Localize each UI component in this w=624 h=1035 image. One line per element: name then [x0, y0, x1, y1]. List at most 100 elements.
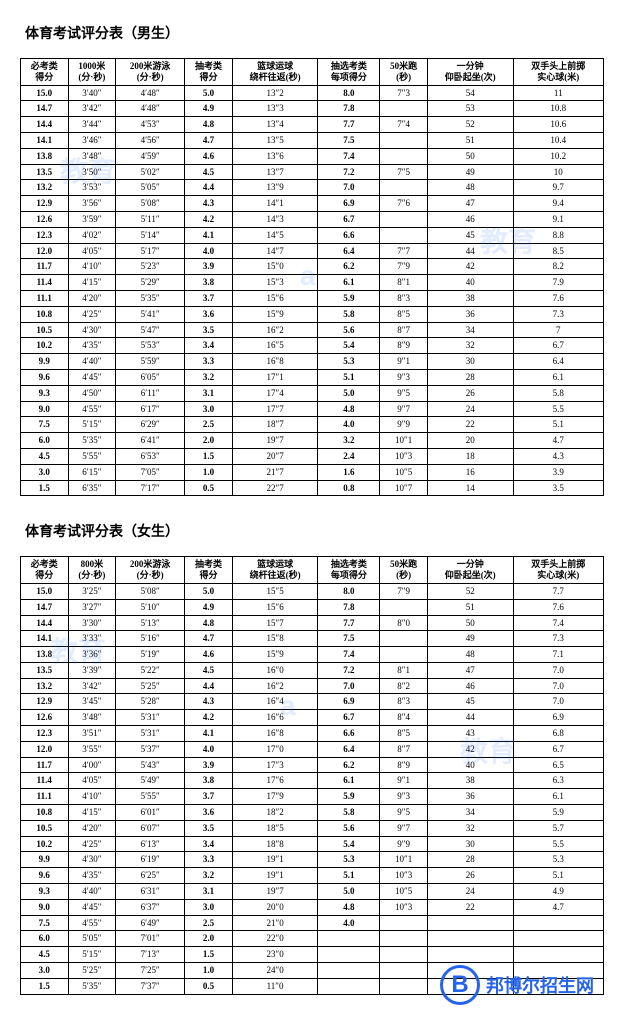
cell: 24″0: [232, 963, 318, 979]
cell: 7′37″: [116, 978, 185, 994]
cell: 6′35″: [68, 480, 116, 496]
cell: 19″7: [232, 433, 318, 449]
cell: 17″0: [232, 741, 318, 757]
table-row: 1.56′35″7′17″0.522″70.810″7143.5: [21, 480, 604, 496]
cell: 6′53″: [116, 448, 185, 464]
cell: 5.1: [318, 369, 380, 385]
table-row: 9.04′45″6′37″3.020″04.810″3224.7: [21, 899, 604, 915]
cell: 5′10″: [116, 599, 185, 615]
table-row: 13.53′50″5′02″4.513″77.27″54910: [21, 164, 604, 180]
cell: 5.6: [318, 820, 380, 836]
cell: 9″5: [380, 805, 428, 821]
cell: 3′42″: [68, 678, 116, 694]
cell: 4′00″: [68, 757, 116, 773]
cell: 7′13″: [116, 947, 185, 963]
cell: 52: [427, 117, 513, 133]
cell: 6.2: [318, 757, 380, 773]
cell: 4′10″: [68, 789, 116, 805]
cell: 3.4: [185, 836, 233, 852]
cell: 7.0: [513, 662, 603, 678]
site-logo: B 邦博尔招生网: [440, 965, 594, 1005]
cell: 5.8: [513, 385, 604, 401]
cell: 14″1: [232, 196, 318, 212]
cell: 0.5: [185, 480, 233, 496]
cell: 5.0: [185, 583, 233, 599]
col-header: 抽考类得分: [185, 557, 233, 584]
table-row: 11.14′10″5′55″3.717″95.99″3366.1: [21, 789, 604, 805]
cell: 3.5: [185, 322, 233, 338]
cell: 5′19″: [116, 647, 185, 663]
cell: 11.4: [21, 275, 69, 291]
male-title: 体育考试评分表（男生）: [25, 23, 604, 43]
cell: 9.3: [21, 385, 69, 401]
cell: 3.0: [185, 401, 233, 417]
cell: 15″0: [232, 259, 318, 275]
cell: 3.5: [513, 480, 604, 496]
table-row: 12.93′45″5′28″4.316″46.98″3457.0: [21, 694, 604, 710]
cell: 5′23″: [116, 259, 185, 275]
cell: 9″9: [380, 417, 428, 433]
cell: 7.2: [318, 164, 380, 180]
cell: 4′05″: [68, 773, 116, 789]
cell: 6.0: [21, 931, 69, 947]
cell: 10.2: [21, 836, 69, 852]
cell: 46: [427, 678, 513, 694]
cell: 50: [427, 615, 513, 631]
cell: 12.3: [21, 726, 69, 742]
cell: 3′39″: [68, 662, 116, 678]
cell: 5.0: [185, 85, 233, 101]
cell: 6.1: [513, 369, 604, 385]
cell: 22″0: [232, 931, 318, 947]
cell: 3.6: [185, 306, 233, 322]
cell: 5.4: [318, 836, 380, 852]
table-row: 9.34′40″6′31″3.119″75.010″5244.9: [21, 884, 604, 900]
cell: 19″1: [232, 868, 318, 884]
cell: 8″7: [380, 741, 428, 757]
cell: 5′59″: [116, 354, 185, 370]
cell: 5′29″: [116, 275, 185, 291]
cell: 7.3: [513, 306, 604, 322]
cell: 3′46″: [68, 132, 116, 148]
cell: 9.6: [21, 369, 69, 385]
cell: 5′25″: [116, 678, 185, 694]
cell: 4′55″: [68, 401, 116, 417]
cell: 5′28″: [116, 694, 185, 710]
cell: 5′15″: [68, 417, 116, 433]
cell: 3.2: [318, 433, 380, 449]
cell: 10.8: [513, 101, 604, 117]
cell: 10.4: [513, 132, 604, 148]
cell: 24: [427, 401, 513, 417]
cell: 7″5: [380, 164, 428, 180]
cell: 13.8: [21, 148, 69, 164]
cell: 3′51″: [68, 726, 116, 742]
table-row: 4.55′55″6′53″1.520″72.410″3184.3: [21, 448, 604, 464]
cell: 47: [427, 662, 513, 678]
cell: 4′30″: [68, 322, 116, 338]
cell: 14.1: [21, 631, 69, 647]
cell: 7: [513, 322, 604, 338]
cell: 5′22″: [116, 662, 185, 678]
cell: 19″1: [232, 852, 318, 868]
cell: 9.0: [21, 401, 69, 417]
cell: 5.8: [318, 306, 380, 322]
cell: 17″9: [232, 789, 318, 805]
cell: 6.7: [318, 710, 380, 726]
cell: 3.8: [185, 773, 233, 789]
cell: 8″2: [380, 678, 428, 694]
cell: 7.5: [318, 631, 380, 647]
cell: 5′08″: [116, 196, 185, 212]
cell: 7.5: [21, 915, 69, 931]
cell: 2.5: [185, 915, 233, 931]
cell: 15.0: [21, 583, 69, 599]
cell: 3.7: [185, 789, 233, 805]
cell: 9″1: [380, 354, 428, 370]
cell: 16″4: [232, 694, 318, 710]
cell: 8″5: [380, 726, 428, 742]
cell: 43: [427, 726, 513, 742]
cell: 26: [427, 385, 513, 401]
cell: 3.2: [185, 369, 233, 385]
cell: 6.1: [318, 773, 380, 789]
cell: 9″7: [380, 401, 428, 417]
cell: 4′53″: [116, 117, 185, 133]
cell: 10″3: [380, 868, 428, 884]
